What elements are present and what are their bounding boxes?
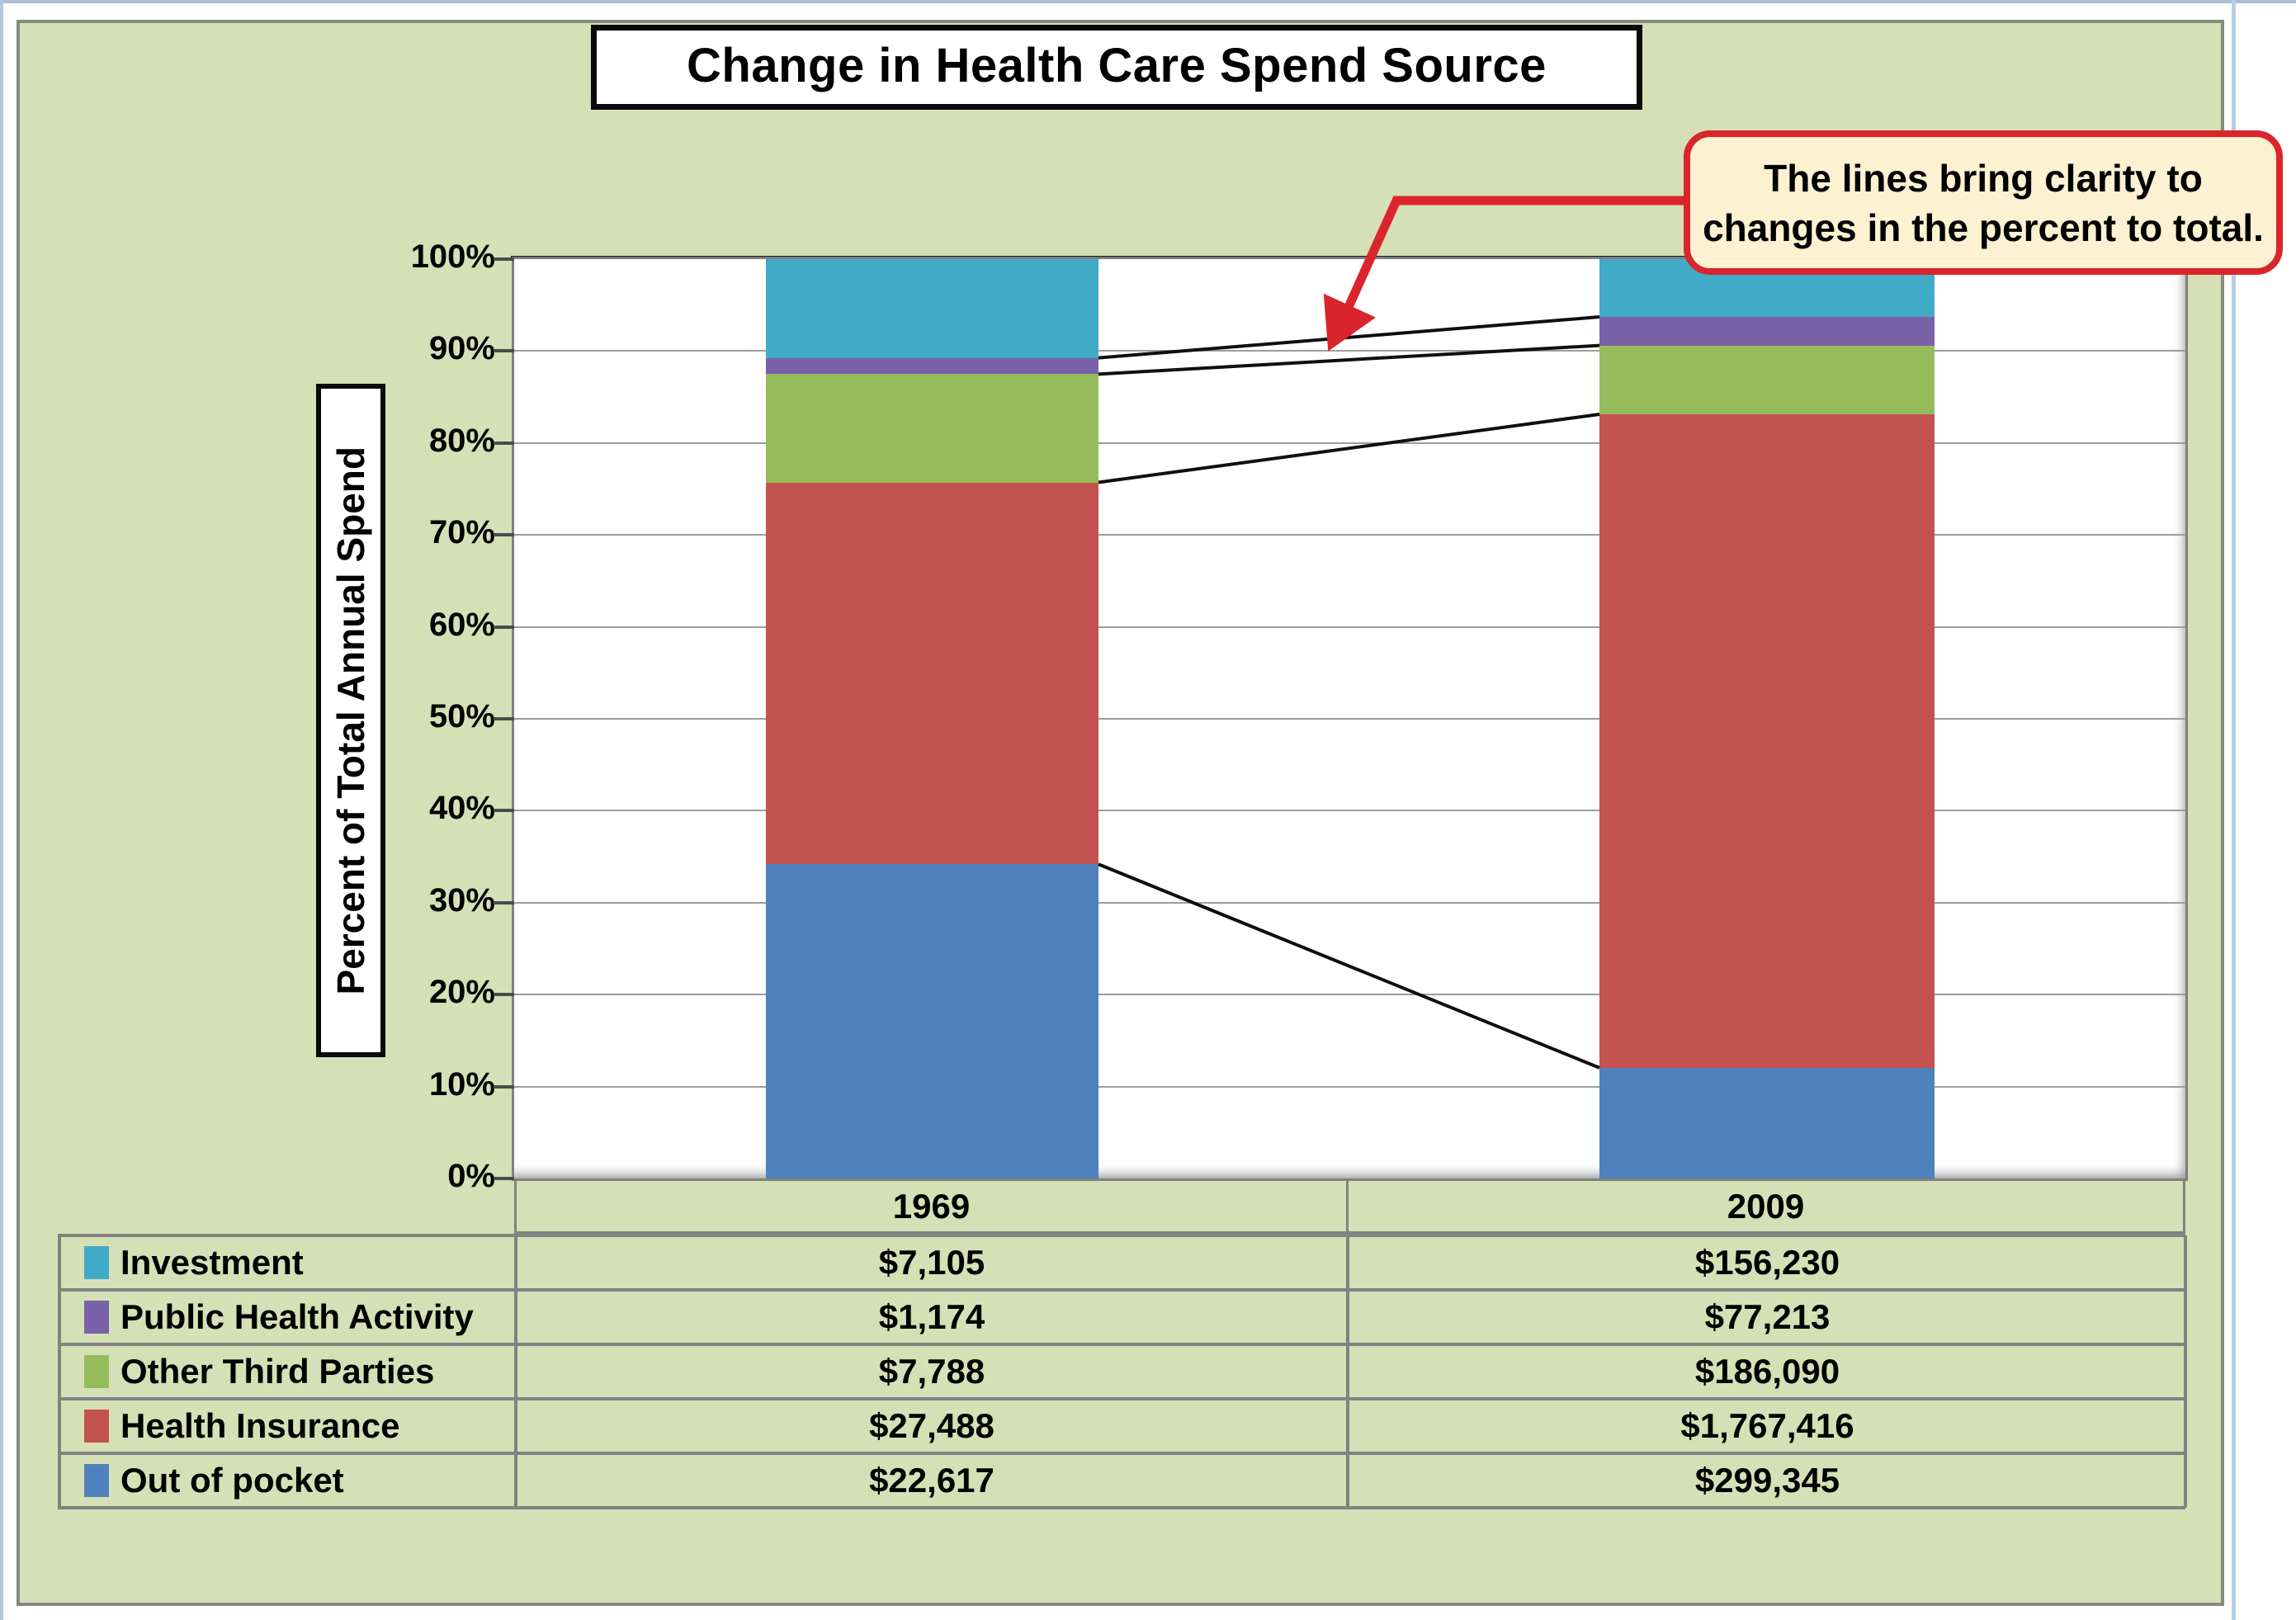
- plot-area: [514, 259, 2185, 1178]
- x-axis-label-2009: 2009: [1346, 1178, 2185, 1234]
- annotation-line-2: changes in the percent to total.: [1703, 205, 2264, 249]
- table-cell-health-insurance-1969: $27,488: [516, 1399, 1348, 1453]
- legend-swatch-out-of-pocket: [84, 1464, 109, 1497]
- table-row-label-other-third-parties: Other Third Parties: [59, 1344, 516, 1399]
- legend-swatch-other-third-parties: [84, 1355, 109, 1388]
- legend-label: Health Insurance: [120, 1406, 400, 1445]
- bar-2009-health-insurance: [1599, 414, 1935, 1068]
- bar-1969-out-of-pocket: [766, 864, 1098, 1178]
- y-tick-mark: [494, 993, 514, 997]
- gridline-30pct: [514, 902, 2185, 904]
- page-left-edge-line: [0, 0, 3, 1620]
- bar-1969-other-third-parties: [766, 374, 1098, 483]
- gridline-50pct: [514, 718, 2185, 720]
- y-tick-label-100pct: 100%: [410, 239, 495, 275]
- table-row-label-out-of-pocket: Out of pocket: [59, 1453, 516, 1508]
- legend-label: Other Third Parties: [120, 1352, 435, 1391]
- bar-1969-health-insurance: [766, 482, 1098, 865]
- y-tick-label-90pct: 90%: [428, 330, 495, 367]
- table-cell-health-insurance-2009: $1,767,416: [1348, 1399, 2187, 1453]
- legend-data-table: Investment $7,105 $156,230 Public Health…: [58, 1234, 2187, 1509]
- y-tick-mark: [494, 625, 514, 629]
- y-tick-label-10pct: 10%: [428, 1065, 495, 1103]
- legend-swatch-public-health-activity: [84, 1301, 109, 1334]
- legend-swatch-investment: [84, 1246, 109, 1279]
- y-tick-mark: [494, 809, 514, 813]
- bar-2009-public-health-activity: [1599, 317, 1935, 346]
- gridline-80pct: [514, 442, 2185, 444]
- table-cell-other-third-parties-2009: $186,090: [1348, 1344, 2187, 1399]
- chart-title: Change in Health Care Spend Source: [591, 25, 1642, 110]
- table-row-label-public-health-activity: Public Health Activity: [59, 1290, 516, 1344]
- y-tick-label-80pct: 80%: [428, 422, 495, 459]
- gridline-20pct: [514, 994, 2185, 995]
- annotation-callout: The lines bring clarity to changes in th…: [1684, 130, 2283, 275]
- gridline-40pct: [514, 810, 2185, 811]
- y-tick-mark: [494, 1177, 514, 1180]
- y-tick-mark: [494, 257, 514, 261]
- y-tick-mark: [494, 349, 514, 353]
- table-row-label-investment: Investment: [59, 1235, 516, 1290]
- y-tick-label-60pct: 60%: [428, 606, 495, 643]
- y-tick-mark: [494, 717, 514, 720]
- y-tick-mark: [494, 441, 514, 445]
- page-right-edge-line: [2232, 0, 2236, 1620]
- y-tick-label-30pct: 30%: [428, 881, 495, 919]
- y-tick-label-40pct: 40%: [428, 790, 495, 827]
- x-axis-label-1969: 1969: [514, 1178, 1349, 1234]
- annotation-line-1: The lines bring clarity to: [1764, 156, 2203, 200]
- bar-2009-out-of-pocket: [1599, 1067, 1935, 1178]
- table-row-label-health-insurance: Health Insurance: [59, 1399, 516, 1453]
- y-tick-label-0pct: 0%: [447, 1158, 495, 1194]
- bar-1969-investment: [766, 259, 1098, 358]
- y-tick-label-70pct: 70%: [428, 514, 495, 551]
- table-cell-investment-1969: $7,105: [516, 1235, 1348, 1290]
- bar-2009-other-third-parties: [1599, 345, 1935, 414]
- table-cell-out-of-pocket-1969: $22,617: [516, 1453, 1348, 1508]
- bar-1969-public-health-activity: [766, 357, 1098, 375]
- y-tick-label-50pct: 50%: [428, 698, 495, 734]
- y-tick-mark: [494, 900, 514, 904]
- y-tick-mark: [494, 533, 514, 537]
- table-cell-investment-2009: $156,230: [1348, 1235, 2187, 1290]
- table-cell-public-health-activity-1969: $1,174: [516, 1290, 1348, 1344]
- y-axis-title-box: Percent of Total Annual Spend: [316, 384, 385, 1057]
- page-top-edge-line: [0, 0, 2296, 3]
- legend-label: Public Health Activity: [120, 1297, 474, 1336]
- y-tick-label-20pct: 20%: [428, 974, 495, 1011]
- legend-swatch-health-insurance: [84, 1410, 109, 1443]
- table-cell-public-health-activity-2009: $77,213: [1348, 1290, 2187, 1344]
- legend-label: Out of pocket: [120, 1461, 344, 1500]
- table-cell-out-of-pocket-2009: $299,345: [1348, 1453, 2187, 1508]
- y-tick-mark: [494, 1084, 514, 1089]
- gridline-60pct: [514, 626, 2185, 628]
- gridline-70pct: [514, 534, 2185, 536]
- gridline-10pct: [514, 1086, 2185, 1088]
- legend-label: Investment: [120, 1243, 304, 1282]
- table-cell-other-third-parties-1969: $7,788: [516, 1344, 1348, 1399]
- connector-lines: [1098, 315, 1600, 1070]
